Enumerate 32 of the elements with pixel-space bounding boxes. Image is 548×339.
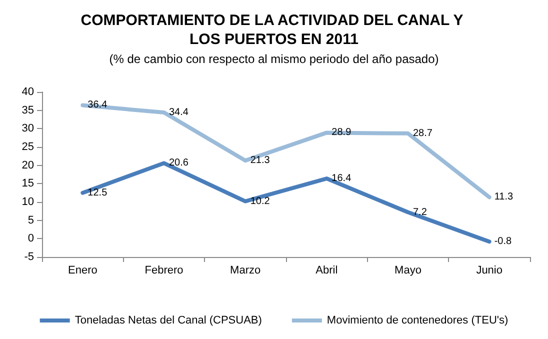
data-label: -0.8 [494, 236, 512, 248]
y-tick-label: 20 [22, 159, 34, 172]
data-label: 34.4 [169, 107, 189, 118]
y-tick-label: 30 [22, 122, 34, 135]
y-tick-label: 5 [28, 214, 34, 226]
y-tick-label: 40 [22, 86, 34, 98]
y-tick-label: 35 [22, 104, 34, 116]
x-tick-label: Febrero [144, 264, 184, 276]
chart-title: COMPORTAMIENTO DE LA ACTIVIDAD DEL CANAL Y LOS PUERTOS EN 2011 [80, 12, 468, 48]
data-label: 21.3 [250, 155, 270, 166]
x-tick-label: Enero [68, 264, 98, 276]
data-label: 16.4 [332, 173, 352, 184]
data-label: 7.2 [413, 206, 428, 218]
data-label: 28.9 [332, 127, 352, 138]
y-tick-label: 10 [22, 196, 34, 208]
data-label: 11.3 [494, 192, 514, 203]
y-tick-label: 25 [22, 141, 34, 153]
x-tick-label: Abril [316, 264, 338, 276]
data-label: 12.5 [88, 187, 108, 198]
data-label: 20.6 [169, 158, 189, 169]
y-tick-label: 15 [22, 178, 34, 190]
legend-label: Toneladas Netas del Canal (CPSUAB) [74, 314, 262, 326]
data-label: 36.4 [88, 100, 108, 111]
data-label: 10.2 [250, 196, 270, 207]
chart-subtitle: (% de cambio con respecto al mismo periodo del año pasado) [109, 52, 439, 66]
y-tick-label: -5 [24, 251, 34, 263]
x-tick-label: Junio [476, 264, 502, 276]
x-tick-label: Mayo [394, 264, 422, 276]
data-label: 28.7 [413, 128, 433, 139]
x-tick-label: Marzo [230, 264, 261, 276]
legend-label: Movimiento de contenedores (TEU's) [326, 314, 508, 326]
y-tick-label: 0 [28, 232, 34, 245]
